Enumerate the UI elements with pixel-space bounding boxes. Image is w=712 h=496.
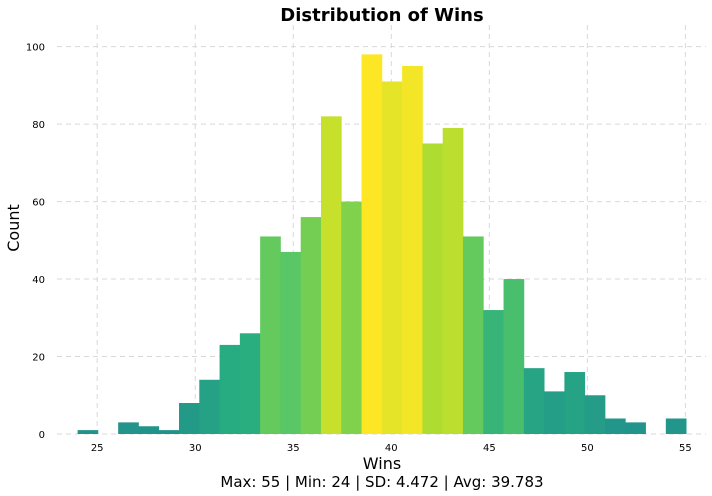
histogram-bar (503, 279, 525, 434)
histogram-bars (77, 54, 687, 435)
histogram-bar (77, 430, 99, 434)
histogram-bar (179, 403, 200, 434)
y-tick-label: 100 (26, 43, 45, 54)
y-tick-label: 0 (39, 430, 45, 441)
x-tick-label: 55 (679, 443, 692, 454)
histogram-bar (584, 395, 606, 434)
y-tick-label: 80 (32, 120, 45, 131)
histogram-bar (320, 116, 342, 434)
y-tick-label: 20 (32, 353, 45, 364)
histogram-bar (564, 372, 586, 434)
histogram-bar (625, 422, 646, 434)
x-tick-label: 30 (189, 443, 202, 454)
histogram-bar (483, 310, 504, 434)
x-tick-label: 35 (287, 443, 300, 454)
histogram-bar (544, 391, 565, 434)
histogram-bar (158, 430, 180, 434)
histogram-bar (523, 368, 545, 434)
y-axis-label: Count (4, 204, 23, 252)
histogram-bar (199, 379, 220, 434)
histogram-bar (118, 422, 139, 434)
histogram-bar (402, 65, 423, 434)
histogram-bar (260, 236, 281, 434)
x-tick-label: 25 (91, 443, 104, 454)
chart-title: Distribution of Wins (280, 5, 483, 26)
histogram-bar (138, 426, 160, 434)
x-axis-label: Wins (363, 454, 401, 473)
x-tick-label: 40 (385, 443, 398, 454)
histogram-bar (604, 418, 626, 434)
stats-summary: Max: 55 | Min: 24 | SD: 4.472 | Avg: 39.… (220, 473, 543, 491)
x-tick-label: 45 (483, 443, 496, 454)
histogram-bar (341, 201, 362, 434)
histogram-bar (422, 143, 444, 435)
histogram-bar (280, 251, 302, 434)
histogram-bar (361, 54, 383, 435)
tick-labels: 25 30 35 40 45 50 55 0 20 40 60 80 100 (26, 43, 692, 454)
histogram-bar (462, 236, 484, 434)
histogram-bar (442, 127, 464, 434)
histogram-bar (219, 344, 241, 434)
y-tick-label: 40 (32, 275, 45, 286)
y-tick-label: 60 (32, 198, 45, 209)
histogram-bar (381, 81, 403, 434)
histogram-bar (665, 418, 687, 434)
histogram-bar (300, 217, 322, 434)
histogram-bar (239, 333, 261, 434)
x-tick-label: 50 (581, 443, 594, 454)
